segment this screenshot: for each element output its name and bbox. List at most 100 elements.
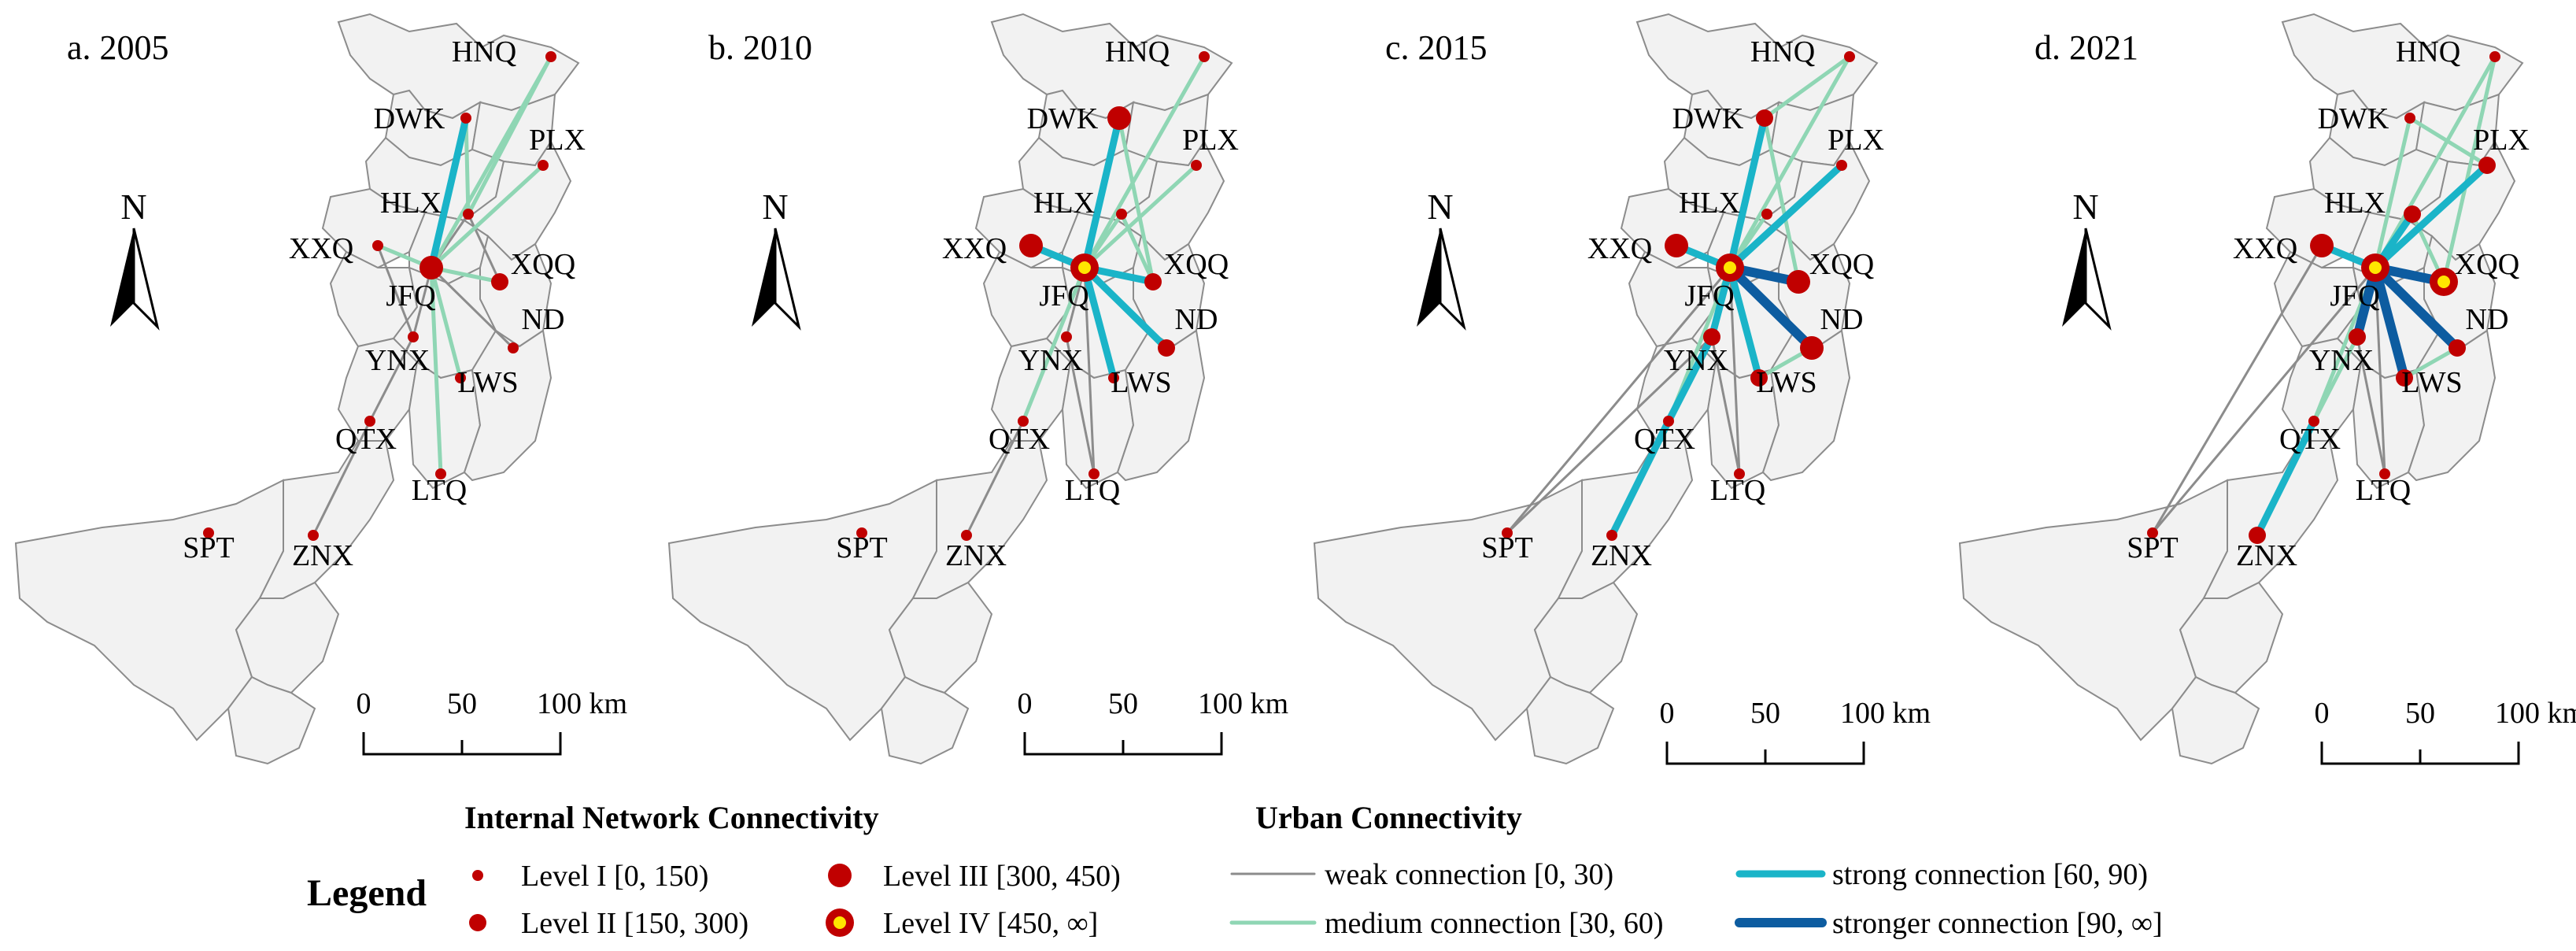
city-labels: HNQ DWK PLX HLX XXQ JFQ XQQ ND YNX LWS QTX LTQ SPT ZN… (183, 35, 586, 572)
connection-lws-nd (2402, 346, 2460, 380)
north-label: N (1427, 187, 1453, 227)
city-node-xxq (1665, 234, 1688, 257)
city-label-qtx: QTX (1634, 423, 1695, 456)
scale-tick-label: 0 (2315, 697, 2330, 730)
city-label-qtx: QTX (335, 423, 397, 456)
city-node-legend-1 (472, 870, 483, 881)
city-label-xqq: XQQ (1164, 248, 1229, 281)
city-label-znx: ZNX (945, 539, 1007, 572)
city-node-ynx (1061, 331, 1072, 342)
legend-node-level-3: Level III [300, 450) (828, 860, 1121, 893)
city-label-qtx: QTX (989, 423, 1050, 456)
connection-jfq-spt (1506, 266, 1732, 535)
legend-node-label: Level I [0, 150) (521, 860, 708, 893)
legend-edge-level-2: medium connection [30, 60) (1229, 907, 1664, 940)
legend-edge-level-1: weak connection [0, 30) (1230, 858, 1613, 891)
legend-edge-label: weak connection [0, 30) (1325, 858, 1613, 891)
scale-bar: 0 50 100 km (2315, 697, 2576, 765)
city-label-ltq: LTQ (412, 474, 467, 507)
connection-jfq-nd (1725, 263, 1817, 353)
city-node-plx (1191, 160, 1202, 171)
north-label: N (120, 187, 146, 227)
connection-jfq-lws (1081, 264, 1118, 382)
city-label-ynx: YNX (1018, 344, 1083, 377)
connection-jfq-ltq (2374, 266, 2386, 476)
city-nodes (1502, 51, 1855, 541)
city-node-znx (961, 530, 972, 541)
connection-jfq-plx (2371, 161, 2491, 272)
legend-node-level-1: Level I [0, 150) (472, 860, 708, 893)
legend-node-level-2: Level II [150, 300) (469, 907, 748, 940)
city-node-hlx (2404, 205, 2421, 223)
legend-edge-level-3: strong connection [60, 90) (1735, 858, 2148, 891)
city-label-jfq: JFQ (1039, 279, 1088, 313)
scale-bar: 0 50 100 km (357, 687, 627, 756)
city-label-spt: SPT (1481, 531, 1532, 564)
city-label-xqq: XQQ (511, 248, 575, 281)
city-node-xqq (2430, 268, 2458, 296)
city-node-nd (508, 342, 519, 353)
scale-tick-label: 100 km (537, 687, 627, 720)
city-node-hlx (1116, 209, 1127, 220)
city-node-jfq (2361, 253, 2389, 282)
connection-jfq-nd (2371, 263, 2462, 353)
city-node-ynx (1703, 328, 1720, 346)
city-node-xxq (1019, 234, 1043, 257)
connection-ynx-ltq (1710, 335, 1741, 476)
city-node-hnq (1844, 51, 1855, 62)
scale-tick-label: 50 (447, 687, 477, 720)
city-node-ltq (1734, 468, 1745, 479)
city-label-jfq: JFQ (1684, 279, 1734, 313)
city-label-hnq: HNQ (452, 35, 516, 68)
connection-dwk-hlx (464, 116, 471, 216)
legend-edge-label: medium connection [30, 60) (1325, 907, 1664, 940)
city-node-znx (2249, 527, 2266, 544)
city-label-ynx: YNX (365, 344, 430, 377)
scale-tick-label: 0 (357, 687, 371, 720)
city-node-nd (1800, 336, 1824, 360)
panel-title: b. 2010 (708, 28, 812, 67)
scale-bar: 0 50 100 km (1018, 687, 1288, 756)
city-labels: HNQ DWK PLX HLX XXQ JFQ XQQ ND YNX LWS QTX LTQ SPT ZN… (1481, 35, 1884, 572)
city-label-ltq: LTQ (2356, 474, 2411, 507)
city-node-plx (538, 160, 549, 171)
legend-node-label: Level III [300, 450) (883, 860, 1121, 893)
city-label-plx: PLX (529, 124, 586, 157)
city-node-ltq (2379, 468, 2390, 479)
connection-dwk-plx (2408, 116, 2489, 168)
city-label-znx: ZNX (1591, 539, 1652, 572)
connection-jfq-hnq (2373, 54, 2497, 270)
city-label-dwk: DWK (1672, 102, 1744, 135)
connection-jfq-lws (2371, 263, 2409, 383)
connection-jfq-lws (1726, 264, 1763, 382)
legend-node-label: Level IV [450, ∞] (883, 907, 1098, 940)
connection-xqq-hnq (2441, 54, 2497, 284)
city-labels: HNQ DWK PLX HLX XXQ JFQ XQQ ND YNX LWS QTX LTQ SPT ZN… (2127, 35, 2530, 572)
city-label-lws: LWS (457, 366, 518, 399)
panel-title: a. 2005 (67, 28, 169, 67)
connection-lines (965, 54, 1207, 537)
city-node-hlx (463, 209, 474, 220)
connection-hlx-xqq (1119, 212, 1155, 284)
connection-ynx-ltq (2356, 335, 2386, 476)
connection-xxq-ynx (376, 244, 415, 339)
city-label-spt: SPT (183, 531, 234, 564)
connection-jfq-ltq (1083, 266, 1096, 476)
connection-jfq-hnq (1728, 54, 1852, 270)
city-label-dwk: DWK (1027, 102, 1099, 135)
city-label-jfq: JFQ (386, 279, 435, 313)
map-panel-2: b. 2010 HNQ DWK PLX HLX XXQ JFQ XQQ ND YNX LWS QTX L… (668, 13, 1288, 764)
connection-jfq-plx (429, 163, 545, 270)
edge-legend-heading: Urban Connectivity (1255, 800, 1522, 835)
city-node-dwk (1756, 109, 1773, 127)
city-node-plx (2478, 157, 2496, 174)
city-node-nd (1158, 339, 1175, 357)
connection-xqq-dwk (1762, 116, 1801, 284)
city-node-qtx (1018, 416, 1029, 427)
city-node-spt (1502, 527, 1513, 538)
connection-ynx-qtx (368, 335, 415, 423)
city-label-znx: ZNX (2236, 539, 2297, 572)
city-label-spt: SPT (2127, 531, 2178, 564)
city-label-dwk: DWK (2318, 102, 2389, 135)
connection-ynx-qtx (1665, 333, 1716, 425)
